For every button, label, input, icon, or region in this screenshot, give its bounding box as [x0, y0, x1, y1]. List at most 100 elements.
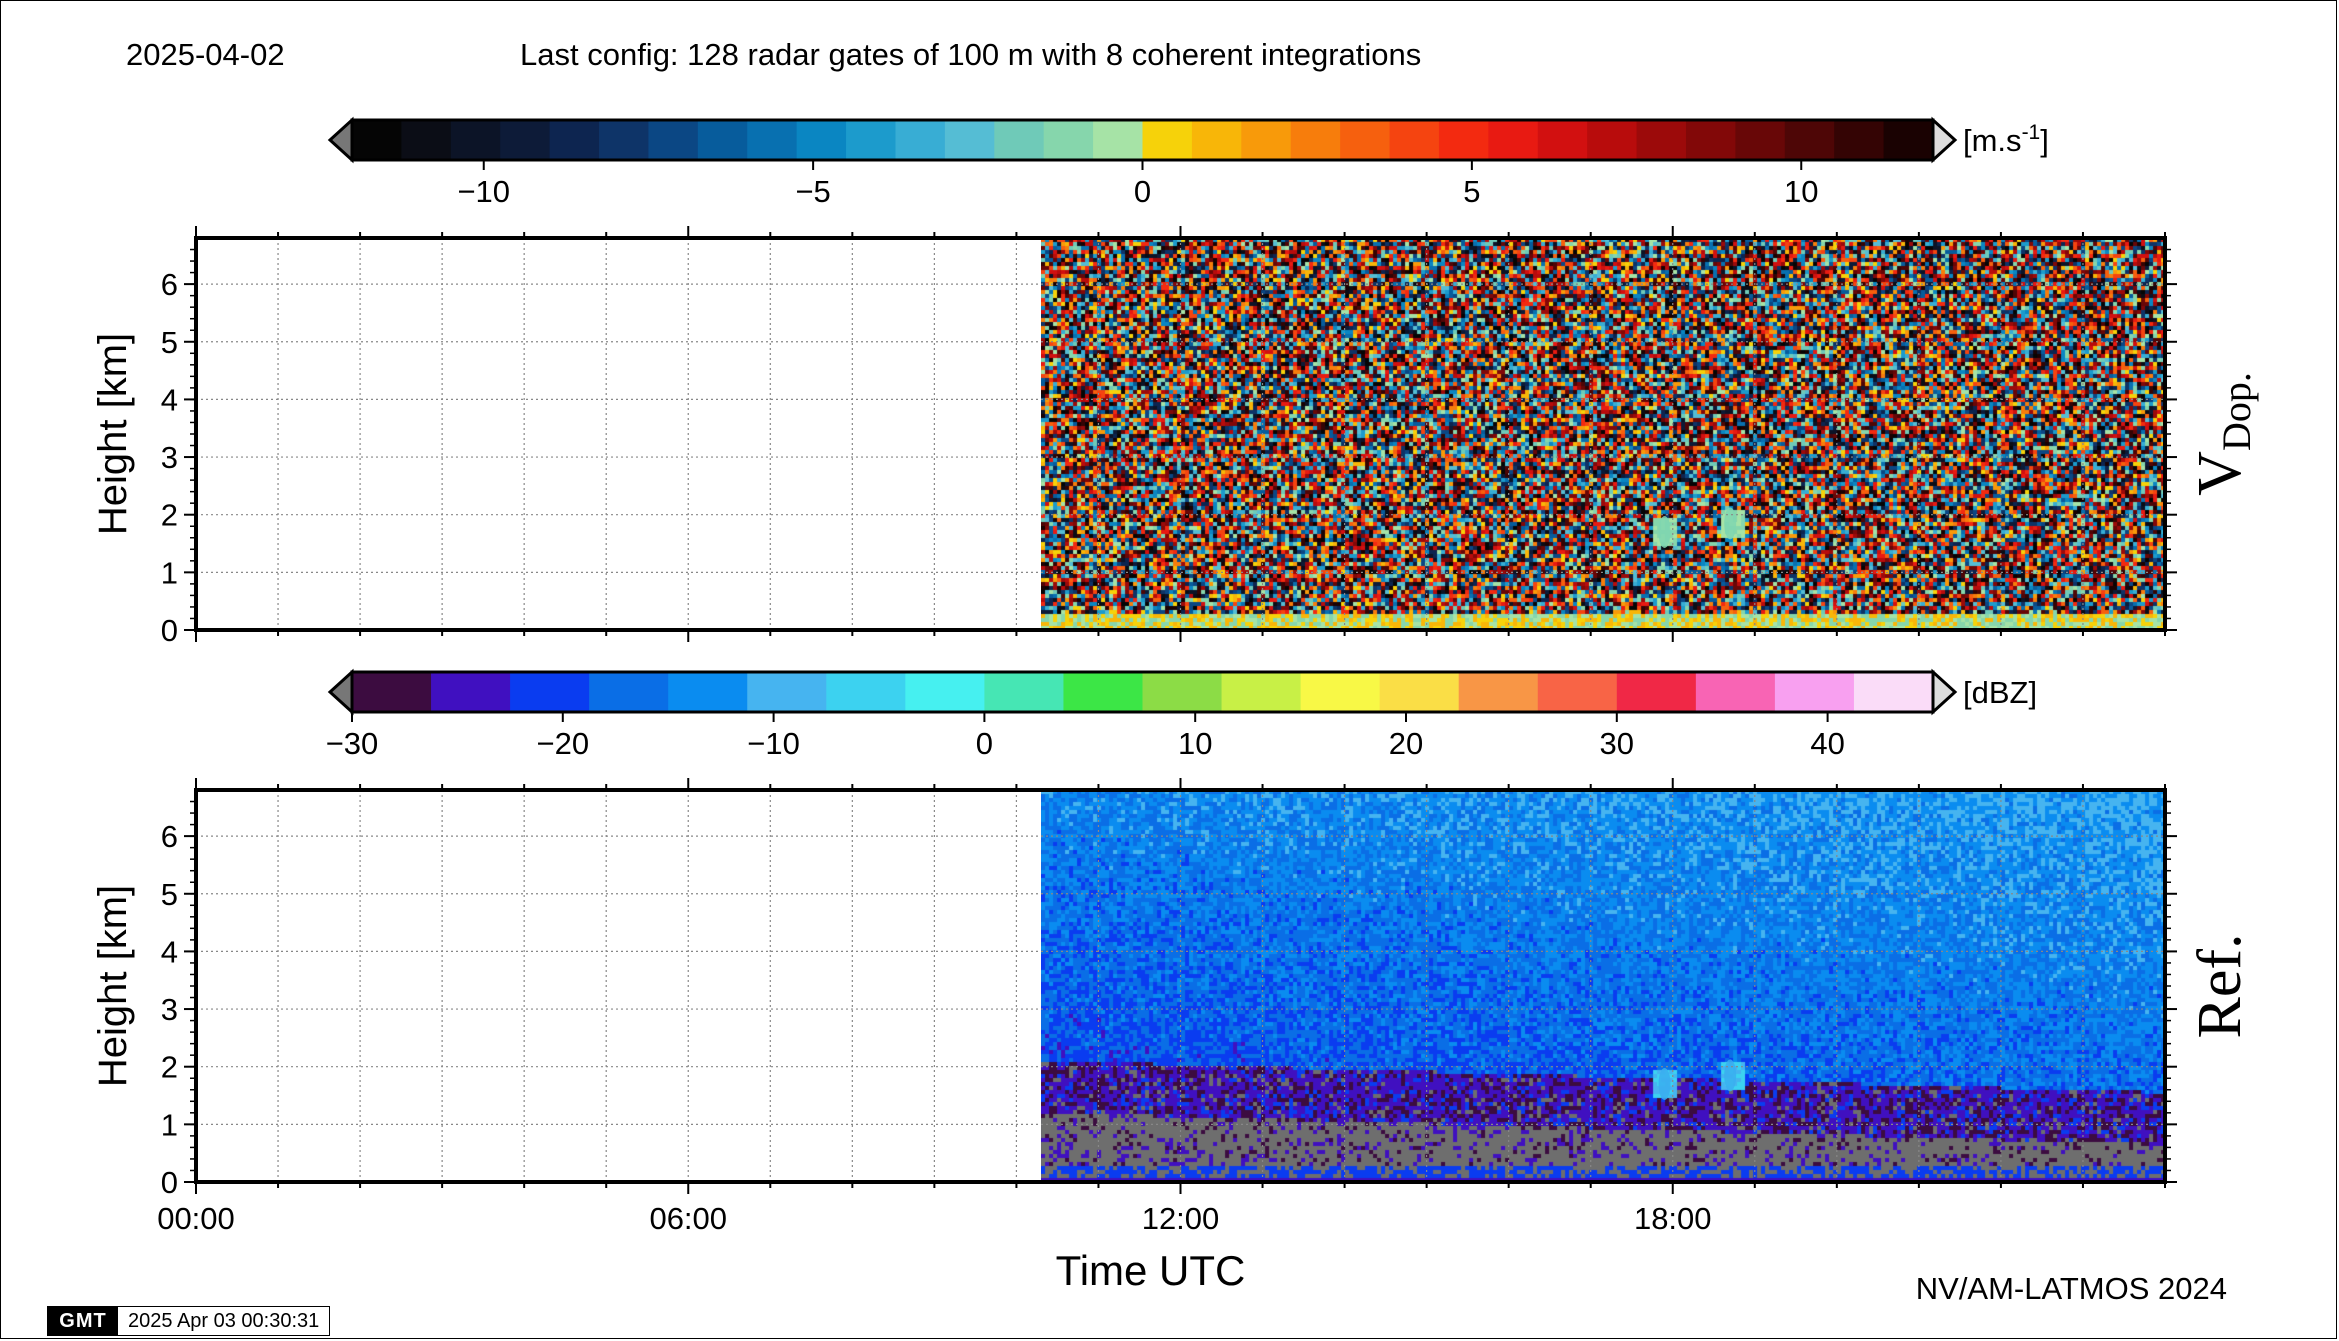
colorbar-min-arrow	[327, 668, 354, 716]
colorbar-tick-label: 30	[1600, 726, 1634, 761]
y-tick-label: 2	[161, 498, 178, 533]
colorbar-cell	[905, 672, 985, 712]
colorbar-cell	[1379, 672, 1460, 712]
panel-label: VDop.	[2186, 372, 2259, 496]
colorbar-cell	[1488, 120, 1539, 160]
colorbar-cell	[1774, 672, 1855, 712]
date-label: 2025-04-02	[126, 37, 285, 72]
colorbar-unit-label: [dBZ]	[1963, 675, 2037, 710]
y-tick-label: 0	[161, 1165, 178, 1200]
echo-mark	[1724, 507, 1737, 540]
colorbar-cell	[500, 120, 551, 160]
colorbar-cell	[450, 120, 501, 160]
gmt-logo: GMT	[48, 1307, 118, 1335]
x-tick-label: 06:00	[649, 1201, 727, 1236]
colorbar-cell	[1587, 120, 1638, 160]
colorbar-cell	[648, 120, 699, 160]
colorbar-cell	[1685, 120, 1736, 160]
colorbar-cell	[895, 120, 946, 160]
gmt-timestamp: 2025 Apr 03 00:30:31	[118, 1307, 330, 1335]
colorbar-cell	[1616, 672, 1697, 712]
y-tick-label: 3	[161, 440, 178, 475]
colorbar-tick-label: −10	[747, 726, 800, 761]
echo-mark	[1658, 516, 1671, 548]
colorbar-tick-label: −20	[537, 726, 590, 761]
colorbar-cell	[668, 672, 748, 712]
colorbar-cell	[944, 120, 995, 160]
colorbar-cell	[826, 672, 906, 712]
colorbar-tick-label: 10	[1178, 726, 1212, 761]
colorbar-cell	[431, 672, 511, 712]
colorbar-cell	[549, 120, 600, 160]
y-tick-label: 1	[161, 1107, 178, 1142]
colorbar-cell	[1695, 672, 1776, 712]
y-axis-label: Height [km]	[91, 885, 135, 1087]
colorbar-frame	[350, 670, 1935, 714]
y-tick-label: 0	[161, 613, 178, 648]
colorbar-cell	[994, 120, 1045, 160]
colorbar-cell	[1221, 672, 1302, 712]
y-tick-label: 1	[161, 555, 178, 590]
grid-bot	[196, 790, 2165, 1182]
colorbar-tick-label: −30	[326, 726, 379, 761]
colorbar-cell	[1142, 120, 1193, 160]
colorbar-cell	[747, 120, 798, 160]
colorbar-tick-label: 0	[976, 726, 993, 761]
colorbar-cell	[1389, 120, 1440, 160]
y-tick-label: 6	[161, 267, 178, 302]
y-tick-label: 3	[161, 992, 178, 1027]
colorbar-cell	[1834, 120, 1885, 160]
colorbar-cell	[401, 120, 452, 160]
colorbar-cell	[1290, 120, 1341, 160]
colorbar-cell	[1537, 120, 1588, 160]
colorbar-cell	[1063, 672, 1144, 712]
colorbar-unit-label: [m.s-1]	[1963, 121, 2049, 158]
colorbar-cell	[846, 120, 897, 160]
y-tick-label: 6	[161, 819, 178, 854]
colorbar-max-arrow	[1931, 116, 1958, 164]
colorbar-cell	[1735, 120, 1786, 160]
colorbar-cell	[1784, 120, 1835, 160]
heatmap-raster	[1041, 238, 2165, 630]
config-label: Last config: 128 radar gates of 100 m wi…	[520, 37, 1422, 72]
y-tick-label: 4	[161, 934, 178, 969]
colorbar-tick-label: 5	[1463, 174, 1480, 209]
colorbar-cell	[1458, 672, 1539, 712]
colorbar-cell	[747, 672, 827, 712]
grid-top	[196, 238, 2165, 630]
colorbar-cell	[1191, 120, 1242, 160]
colorbar-cell	[1537, 672, 1618, 712]
gmt-badge: GMT 2025 Apr 03 00:30:31	[47, 1306, 331, 1336]
colorbar-tick-label: −5	[795, 174, 830, 209]
colorbar-cell	[352, 120, 403, 160]
echo-mark	[1724, 1059, 1737, 1092]
colorbar-cell	[1853, 672, 1934, 712]
colorbar-cell	[1043, 120, 1094, 160]
colorbar-max-arrow	[1931, 668, 1958, 716]
colorbar-tick-label: 20	[1389, 726, 1423, 761]
x-tick-label: 18:00	[1634, 1201, 1712, 1236]
colorbar-cell	[599, 120, 650, 160]
x-tick-label: 00:00	[157, 1201, 235, 1236]
colorbar-cell	[697, 120, 748, 160]
x-axis-label: Time UTC	[1056, 1247, 1246, 1294]
colorbar-cell	[1241, 120, 1292, 160]
colorbar-top: −10 −5 0 5 10 [m.s-1]	[327, 116, 2049, 209]
echo-mark	[1658, 1068, 1671, 1100]
colorbar-cell	[984, 672, 1065, 712]
y-tick-label: 5	[161, 877, 178, 912]
heatmap-raster	[1041, 790, 2165, 1182]
colorbar-cell	[796, 120, 847, 160]
y-axis-label: Height [km]	[91, 333, 135, 535]
colorbar-cell	[589, 672, 669, 712]
colorbar-cell	[1883, 120, 1934, 160]
colorbar-cell	[510, 672, 590, 712]
colorbar-min-arrow	[327, 116, 354, 164]
y-tick-label: 5	[161, 325, 178, 360]
colorbar-cell	[1438, 120, 1489, 160]
colorbar-cell	[1093, 120, 1144, 160]
x-tick-label: 12:00	[1142, 1201, 1220, 1236]
colorbar-tick-label: 0	[1134, 174, 1151, 209]
y-tick-label: 2	[161, 1050, 178, 1085]
